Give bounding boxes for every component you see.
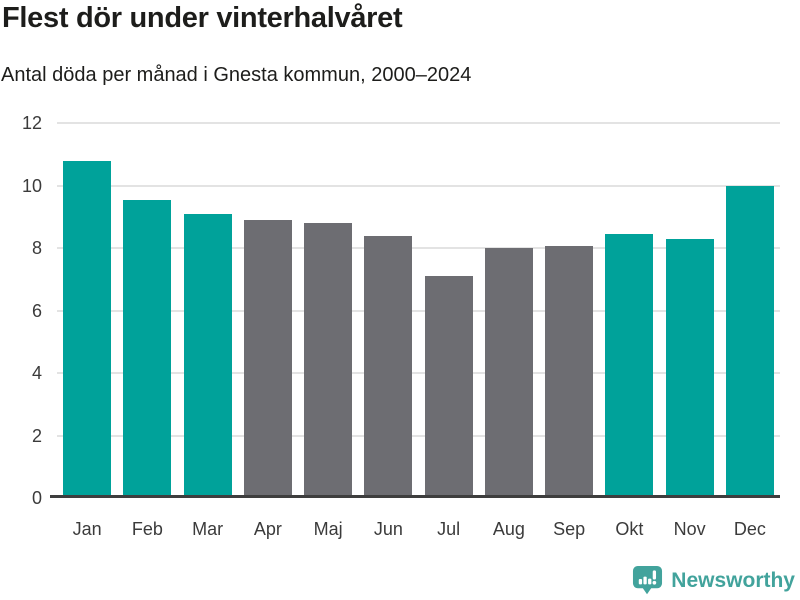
bar-maj bbox=[304, 223, 353, 498]
newsworthy-logo-icon bbox=[633, 565, 663, 595]
gridline-2 bbox=[57, 434, 780, 437]
x-axis-line bbox=[50, 495, 780, 498]
y-tick-label-6: 6 bbox=[31, 300, 42, 321]
gridline-6 bbox=[57, 309, 780, 312]
y-tick-label-10: 10 bbox=[21, 175, 42, 196]
x-tick-label-apr: Apr bbox=[253, 519, 282, 539]
y-tick-label-12: 12 bbox=[21, 113, 42, 133]
bar-dec bbox=[725, 185, 774, 498]
x-tick-label-nov: Nov bbox=[673, 519, 706, 539]
bar-jun bbox=[364, 235, 413, 498]
x-tick-label-mar: Mar bbox=[192, 519, 224, 539]
y-axis-labels: 0 2 4 6 8 10 12 bbox=[0, 114, 42, 507]
y-tick-label-0: 0 bbox=[31, 488, 42, 508]
bar-sep bbox=[545, 246, 594, 498]
chart-subtitle: Antal döda per månad i Gnesta kommun, 20… bbox=[1, 64, 472, 86]
gridline-10 bbox=[57, 184, 780, 187]
bar-feb bbox=[123, 199, 172, 498]
x-tick-label-maj: Maj bbox=[313, 519, 343, 539]
bar-jan bbox=[63, 160, 112, 498]
x-tick-label-jun: Jun bbox=[373, 519, 403, 539]
bar-okt bbox=[605, 233, 654, 498]
bar-jul bbox=[424, 276, 473, 498]
x-tick-label-jul: Jul bbox=[437, 519, 461, 539]
bar-nov bbox=[665, 238, 714, 498]
y-tick-label-4: 4 bbox=[31, 363, 42, 383]
bar-aug bbox=[484, 248, 533, 498]
bar-mar bbox=[183, 213, 232, 498]
x-tick-label-okt: Okt bbox=[615, 519, 644, 539]
x-tick-label-jan: Jan bbox=[72, 519, 102, 539]
y-tick-label-8: 8 bbox=[31, 238, 42, 258]
newsworthy-logo: Newsworthy bbox=[632, 565, 795, 596]
x-axis-labels: Jan Feb Mar Apr Maj Jun Jul Aug Sep Okt Nov Dec bbox=[57, 519, 780, 540]
y-tick-label-2: 2 bbox=[31, 425, 42, 446]
x-tick-label-sep: Sep bbox=[553, 519, 586, 539]
x-tick-label-aug: Aug bbox=[492, 519, 525, 539]
x-tick-label-feb: Feb bbox=[131, 519, 163, 539]
newsworthy-brand-text: Newsworthy bbox=[671, 569, 795, 592]
gridline-12 bbox=[57, 122, 780, 124]
gridline-4 bbox=[57, 372, 780, 374]
x-tick-label-dec: Dec bbox=[733, 519, 766, 539]
gridline-8 bbox=[57, 247, 780, 249]
chart-title: Flest dör under vinterhalvåret bbox=[2, 2, 403, 34]
bar-apr bbox=[243, 219, 292, 498]
bar-chart-plot-area bbox=[57, 122, 780, 498]
